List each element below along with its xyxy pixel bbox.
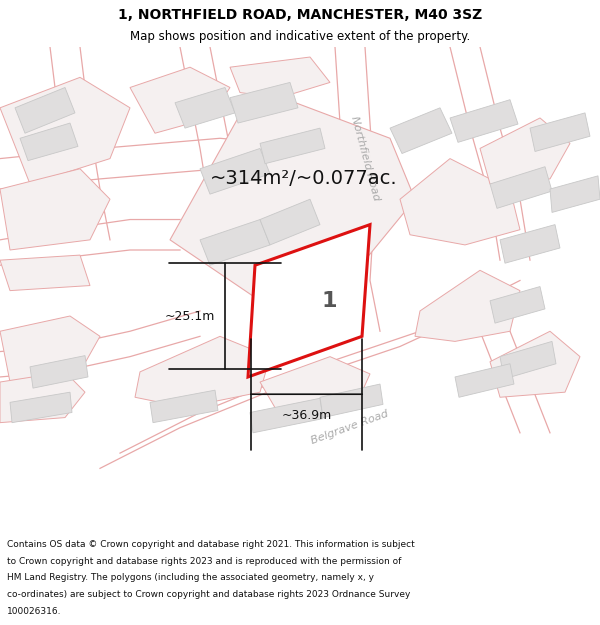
Polygon shape <box>0 78 130 184</box>
Polygon shape <box>320 384 383 418</box>
Polygon shape <box>0 169 110 250</box>
Polygon shape <box>0 316 100 382</box>
Polygon shape <box>230 82 298 123</box>
Text: 1, NORTHFIELD ROAD, MANCHESTER, M40 3SZ: 1, NORTHFIELD ROAD, MANCHESTER, M40 3SZ <box>118 8 482 22</box>
Text: Contains OS data © Crown copyright and database right 2021. This information is : Contains OS data © Crown copyright and d… <box>7 540 415 549</box>
Polygon shape <box>490 167 552 208</box>
Polygon shape <box>450 99 518 142</box>
Polygon shape <box>550 176 600 213</box>
Polygon shape <box>15 88 75 133</box>
Polygon shape <box>490 331 580 398</box>
Polygon shape <box>200 148 270 194</box>
Polygon shape <box>250 398 323 432</box>
Text: 1: 1 <box>321 291 337 311</box>
Polygon shape <box>20 123 78 161</box>
Text: Northfield Road: Northfield Road <box>349 115 381 202</box>
Polygon shape <box>135 336 270 408</box>
Polygon shape <box>260 199 320 245</box>
Polygon shape <box>530 113 590 151</box>
Polygon shape <box>30 356 88 388</box>
Text: HM Land Registry. The polygons (including the associated geometry, namely x, y: HM Land Registry. The polygons (includin… <box>7 573 374 582</box>
Text: 100026316.: 100026316. <box>7 607 62 616</box>
Polygon shape <box>10 392 72 422</box>
Text: ~25.1m: ~25.1m <box>164 309 215 322</box>
Polygon shape <box>130 67 230 133</box>
Polygon shape <box>170 88 415 301</box>
Polygon shape <box>400 159 520 245</box>
Text: Map shows position and indicative extent of the property.: Map shows position and indicative extent… <box>130 31 470 44</box>
Polygon shape <box>0 255 90 291</box>
Polygon shape <box>0 372 85 423</box>
Polygon shape <box>390 107 452 154</box>
Text: co-ordinates) are subject to Crown copyright and database rights 2023 Ordnance S: co-ordinates) are subject to Crown copyr… <box>7 590 410 599</box>
Text: Belgrave Road: Belgrave Road <box>310 409 390 446</box>
Polygon shape <box>455 364 514 398</box>
Polygon shape <box>415 270 520 341</box>
Polygon shape <box>230 57 330 98</box>
Polygon shape <box>150 390 218 422</box>
Polygon shape <box>200 219 270 265</box>
Polygon shape <box>175 88 235 128</box>
Text: to Crown copyright and database rights 2023 and is reproduced with the permissio: to Crown copyright and database rights 2… <box>7 557 401 566</box>
Text: ~36.9m: ~36.9m <box>281 409 332 422</box>
Polygon shape <box>490 286 545 323</box>
Polygon shape <box>248 224 370 377</box>
Polygon shape <box>500 341 556 379</box>
Polygon shape <box>260 128 325 164</box>
Polygon shape <box>480 118 570 184</box>
Text: ~314m²/~0.077ac.: ~314m²/~0.077ac. <box>210 169 398 188</box>
Polygon shape <box>260 357 370 425</box>
Polygon shape <box>500 224 560 263</box>
